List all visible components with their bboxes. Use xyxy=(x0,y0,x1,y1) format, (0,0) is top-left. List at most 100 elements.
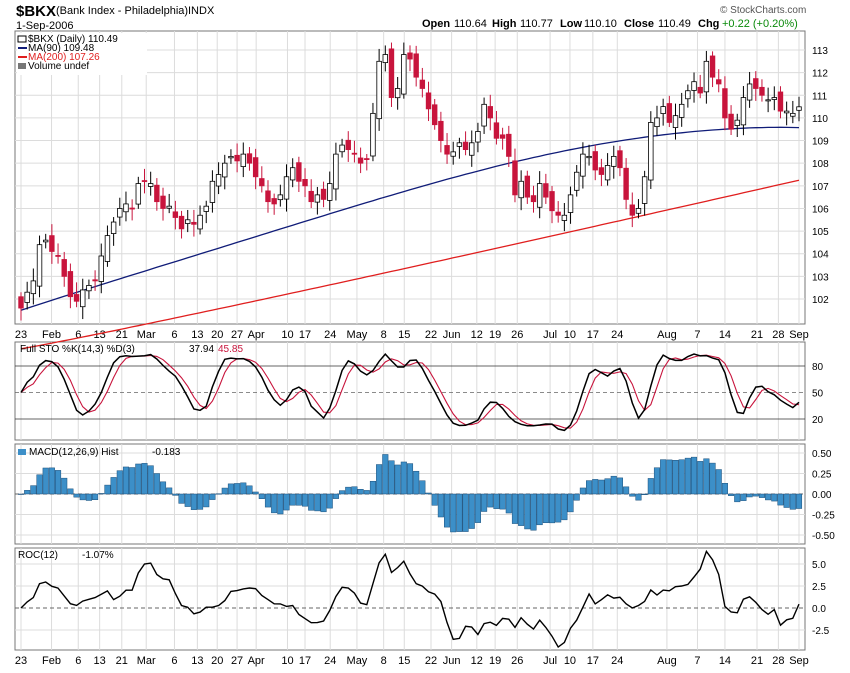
x-tick-label: 21 xyxy=(116,329,128,341)
candle-body xyxy=(289,167,296,181)
x-tick-label: 21 xyxy=(116,655,128,667)
candle-body xyxy=(123,203,129,213)
x-tick-label: 6 xyxy=(171,655,177,667)
macd-hist-bar xyxy=(221,487,228,495)
legend-swatch-volume xyxy=(18,63,26,69)
x-tick-label: 17 xyxy=(299,329,311,341)
macd-hist-bar xyxy=(487,493,494,508)
candle-body xyxy=(759,86,765,96)
macd-hist-bar xyxy=(178,493,185,504)
close-label: Close xyxy=(624,18,654,30)
price-tick-label: 109 xyxy=(812,137,829,148)
candle-body xyxy=(549,191,555,212)
macd-hist-bar xyxy=(227,483,234,495)
macd-hist-bar xyxy=(586,480,593,495)
x-tick-label: 17 xyxy=(587,329,599,341)
x-tick-label: Aug xyxy=(657,655,677,667)
x-tick-label: 15 xyxy=(398,655,410,667)
sto-lines xyxy=(20,352,800,432)
x-tick-label: Aug xyxy=(657,329,677,341)
roc-tick-label: 2.5 xyxy=(812,582,826,593)
x-tick-label: 14 xyxy=(719,329,731,341)
x-tick-label: 26 xyxy=(511,329,523,341)
legend-main: $BKX (Daily) 110.49 xyxy=(28,34,118,45)
macd-hist-bar xyxy=(548,493,556,524)
x-tick-label: 14 xyxy=(719,655,731,667)
candle-body xyxy=(771,97,778,100)
macd-tick-label: 0.25 xyxy=(812,470,832,481)
candle-body xyxy=(753,78,759,89)
macd-hist-bar xyxy=(67,488,74,495)
macd-hist-bar xyxy=(715,469,722,495)
x-tick-label: 27 xyxy=(231,655,243,667)
macd-hist-bar xyxy=(184,493,191,507)
x-tick-label: 6 xyxy=(171,329,177,341)
candle-body xyxy=(18,296,24,309)
candle-body xyxy=(722,88,728,119)
macd-hist-bar xyxy=(567,493,574,513)
candle-body xyxy=(277,194,284,201)
sto-k-value: 37.94 xyxy=(189,344,214,355)
candle-body xyxy=(629,204,635,216)
macd-hist-bar xyxy=(468,493,475,529)
macd-hist-bar xyxy=(209,493,216,500)
x-tick-label: 6 xyxy=(75,329,81,341)
symbol: $BKX xyxy=(16,3,56,20)
candle-body xyxy=(357,157,364,164)
x-tick-label: 19 xyxy=(489,329,501,341)
macd-hist-bar xyxy=(308,493,315,511)
candle-body xyxy=(777,91,784,112)
sto-label: Full STO %K(14,3) %D(3) xyxy=(20,344,135,355)
macd-hist-bar xyxy=(437,493,444,518)
macd-hist-bar xyxy=(536,493,543,526)
candle-body xyxy=(419,79,426,89)
macd-hist-bar xyxy=(752,493,759,497)
candle-body xyxy=(641,176,648,204)
macd-label: MACD(12,26,9) Hist xyxy=(29,447,119,458)
macd-hist-bar xyxy=(592,479,599,495)
x-tick-label: Sep xyxy=(789,329,809,341)
macd-tick-label: -0.50 xyxy=(812,531,835,542)
macd-hist-bar xyxy=(431,493,438,506)
watermark: © StockCharts.com xyxy=(720,5,806,16)
candle-body xyxy=(215,174,222,187)
candle-body xyxy=(524,175,531,198)
macd-hist-bar xyxy=(61,477,68,495)
price-tick-label: 105 xyxy=(812,227,829,238)
candle-body xyxy=(104,235,111,262)
candle-body xyxy=(42,239,49,243)
x-tick-label: 22 xyxy=(425,329,437,341)
macd-hist-bar xyxy=(555,493,562,523)
open-label: Open xyxy=(422,18,450,30)
macd-hist-bar xyxy=(394,464,401,495)
x-tick-label: 20 xyxy=(211,329,223,341)
close-value: 110.49 xyxy=(658,18,691,30)
candle-body xyxy=(141,180,148,182)
macd-hist-bar xyxy=(203,493,210,508)
macd-hist-bar xyxy=(641,493,648,495)
x-tick-label: 8 xyxy=(381,655,387,667)
candle-body xyxy=(55,255,61,257)
candle-body xyxy=(172,211,179,218)
candle-body xyxy=(444,145,450,155)
x-tick-label: 7 xyxy=(694,655,700,667)
candle-body xyxy=(394,88,401,99)
candle-body xyxy=(456,142,463,147)
roc-panel xyxy=(14,547,806,651)
macd-hist-bar xyxy=(647,478,654,495)
macd-hist-bar xyxy=(789,493,796,510)
roc-legend: ROC(12) -1.07% xyxy=(18,550,114,561)
candle-body xyxy=(530,195,537,203)
candle-body xyxy=(703,60,710,93)
price-tick-label: 111 xyxy=(812,91,828,102)
x-axis-labels-bottom: 23 Feb 6 13 21 Mar 6 13 20 27 Apr 10 17 24 May 8 15 22 Jun… xyxy=(15,655,809,667)
chg-value: +0.22 (+0.20%) xyxy=(722,18,798,30)
x-tick-label: Jul xyxy=(543,329,557,341)
candle-body xyxy=(147,183,154,187)
macd-legend: MACD(12,26,9) Hist -0.183 xyxy=(18,447,181,458)
macd-hist-bar xyxy=(116,470,123,495)
x-tick-label: 28 xyxy=(772,329,784,341)
macd-hist-bar xyxy=(388,460,395,495)
macd-hist-bar xyxy=(141,463,148,495)
candle-body xyxy=(98,255,104,282)
